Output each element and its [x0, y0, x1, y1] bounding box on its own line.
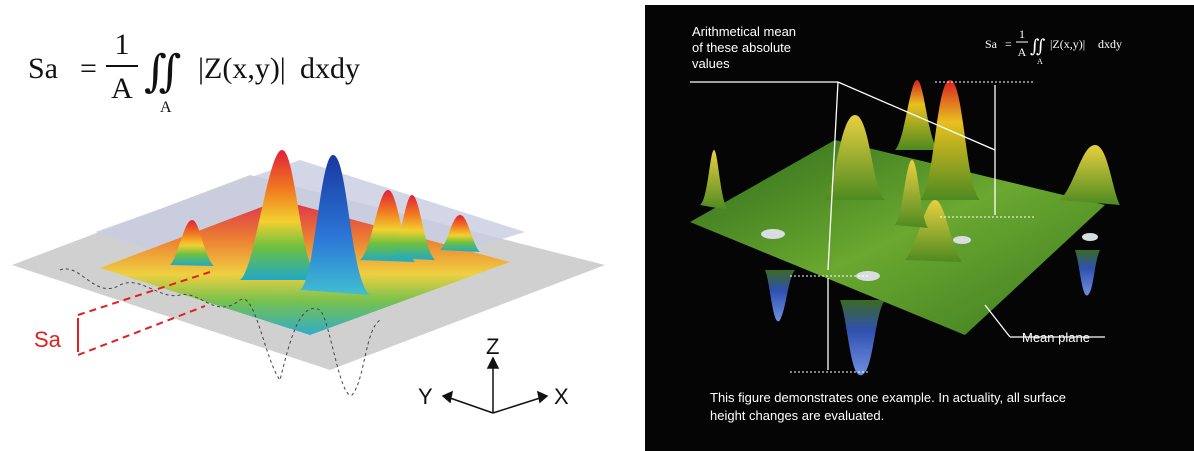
formula-differential: dxdy [1098, 37, 1122, 51]
annotation-text: of these absolute [692, 40, 791, 55]
pit [761, 229, 785, 239]
annotation-text: Arithmetical mean [692, 24, 796, 39]
y-axis [450, 398, 493, 413]
formula-region: A [160, 99, 172, 116]
formula-integrand: |Z(x,y)| [1050, 37, 1085, 51]
axis-y-label: Y [418, 384, 433, 409]
arrow-head [538, 392, 547, 402]
caption: height changes are evaluated. [710, 408, 884, 423]
formula-numerator: 1 [115, 28, 130, 61]
formula-integrand: |Z(x,y)| [198, 52, 286, 85]
formula-lhs: Sa [28, 52, 58, 85]
formula-equals: = [1005, 37, 1012, 51]
x-axis [493, 398, 540, 413]
pit [1082, 233, 1098, 241]
formula-numerator: 1 [1019, 27, 1025, 41]
formula-differential: dxdy [300, 52, 360, 85]
formula-lhs: Sa [985, 37, 998, 51]
formula-equals: = [80, 52, 97, 85]
arrow-head [443, 392, 452, 402]
page: Sa = 1 A ∬ A |Z(x,y)| dxdy Sa Z Y X [0, 0, 1194, 451]
formula-region: A [1037, 57, 1043, 66]
caption: This figure demonstrates one example. In… [710, 390, 1066, 405]
mean-plane-label: Mean plane [1022, 330, 1090, 345]
right-figure: Arithmetical mean of these absolute valu… [645, 5, 1194, 451]
left-figure: Sa = 1 A ∬ A |Z(x,y)| dxdy Sa Z Y X [12, 28, 605, 413]
arrow-head [488, 358, 498, 368]
formula-integral: ∬ [1030, 36, 1046, 56]
axes-icon [443, 358, 547, 413]
formula-denominator: A [1018, 45, 1027, 59]
pit [953, 236, 971, 244]
axis-x-label: X [554, 384, 569, 409]
formula-denominator: A [111, 72, 133, 105]
axis-z-label: Z [486, 334, 499, 359]
annotation-text: values [692, 56, 730, 71]
formula-integral: ∬ [144, 47, 181, 96]
left-formula: Sa = 1 A ∬ A |Z(x,y)| dxdy [28, 28, 360, 116]
sa-label: Sa [34, 327, 62, 352]
